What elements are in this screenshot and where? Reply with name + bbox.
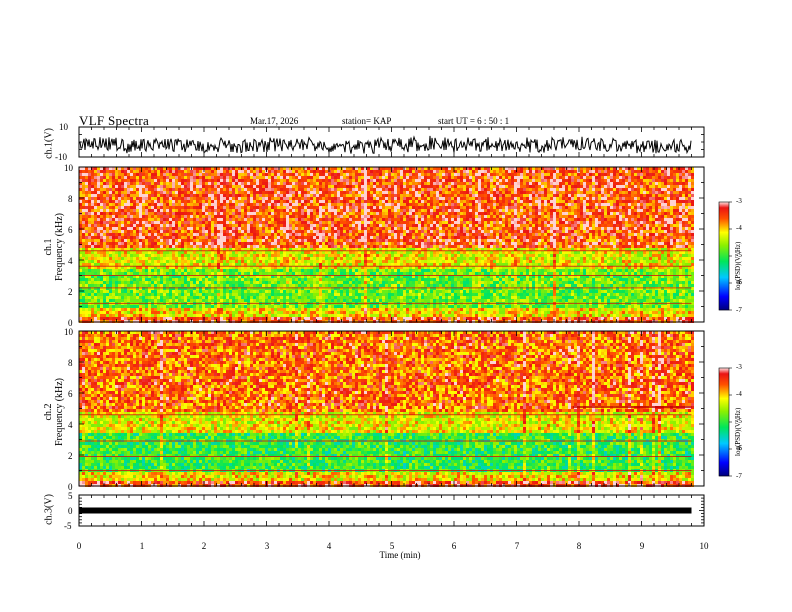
- cb1-tick-6: -6: [736, 278, 742, 286]
- s2-ytick-10: 10: [64, 327, 73, 337]
- ch3-ytick-5: 5: [68, 491, 73, 501]
- ch1-ytick-10: 10: [59, 122, 68, 132]
- ch3-ytick-0: 0: [68, 506, 73, 516]
- s1-ytick-2: 2: [68, 287, 73, 297]
- date-label: Mar.17, 2026: [250, 116, 298, 126]
- s1-ytick-8: 8: [68, 194, 73, 204]
- cb2-tick-3: -3: [736, 363, 742, 371]
- ch1-spectrogram-heatmap: [79, 167, 694, 323]
- ch1-waveform-trace: [78, 135, 692, 155]
- s2-ytick-2: 2: [68, 451, 73, 461]
- chart-title: VLF Spectra: [79, 113, 149, 129]
- s1-ytick-4: 4: [68, 256, 73, 266]
- xtick-10: 10: [694, 541, 714, 551]
- xtick-2: 2: [194, 541, 214, 551]
- cb1-tick-3: -3: [736, 197, 742, 205]
- ch2-colorbar: [719, 368, 729, 477]
- s2-ytick-0: 0: [68, 482, 73, 492]
- xtick-5: 5: [382, 541, 402, 551]
- s2-ytick-6: 6: [68, 389, 73, 399]
- cb1-tick-4: -4: [736, 224, 742, 232]
- ch1-ytick-neg10: -10: [55, 152, 67, 162]
- ch1-colorbar: [719, 202, 729, 311]
- cb2-tick-7: -7: [736, 472, 742, 480]
- xtick-7: 7: [507, 541, 527, 551]
- cb2-tick-5: -5: [736, 417, 742, 425]
- s1-ytick-0: 0: [68, 318, 73, 328]
- cb1-tick-5: -5: [736, 251, 742, 259]
- xtick-9: 9: [632, 541, 652, 551]
- xtick-8: 8: [569, 541, 589, 551]
- cb2-tick-4: -4: [736, 390, 742, 398]
- xtick-0: 0: [69, 541, 89, 551]
- cb2-tick-6: -6: [736, 444, 742, 452]
- station-label: station= KAP: [342, 116, 391, 126]
- xtick-1: 1: [132, 541, 152, 551]
- x-axis-label: Time (min): [370, 550, 430, 560]
- xtick-6: 6: [444, 541, 464, 551]
- s1-ytick-10: 10: [64, 163, 73, 173]
- cb1-tick-7: -7: [736, 306, 742, 314]
- ch3-waveform-trace: [79, 507, 692, 514]
- start-time-label: start UT = 6 : 50 : 1: [438, 116, 509, 126]
- s2-ytick-4: 4: [68, 420, 73, 430]
- s2-ytick-8: 8: [68, 358, 73, 368]
- ch2-spectrogram-heatmap: [79, 331, 694, 487]
- ch3-ytick-neg5: -5: [64, 521, 72, 531]
- xtick-3: 3: [257, 541, 277, 551]
- xtick-4: 4: [319, 541, 339, 551]
- s1-ytick-6: 6: [68, 225, 73, 235]
